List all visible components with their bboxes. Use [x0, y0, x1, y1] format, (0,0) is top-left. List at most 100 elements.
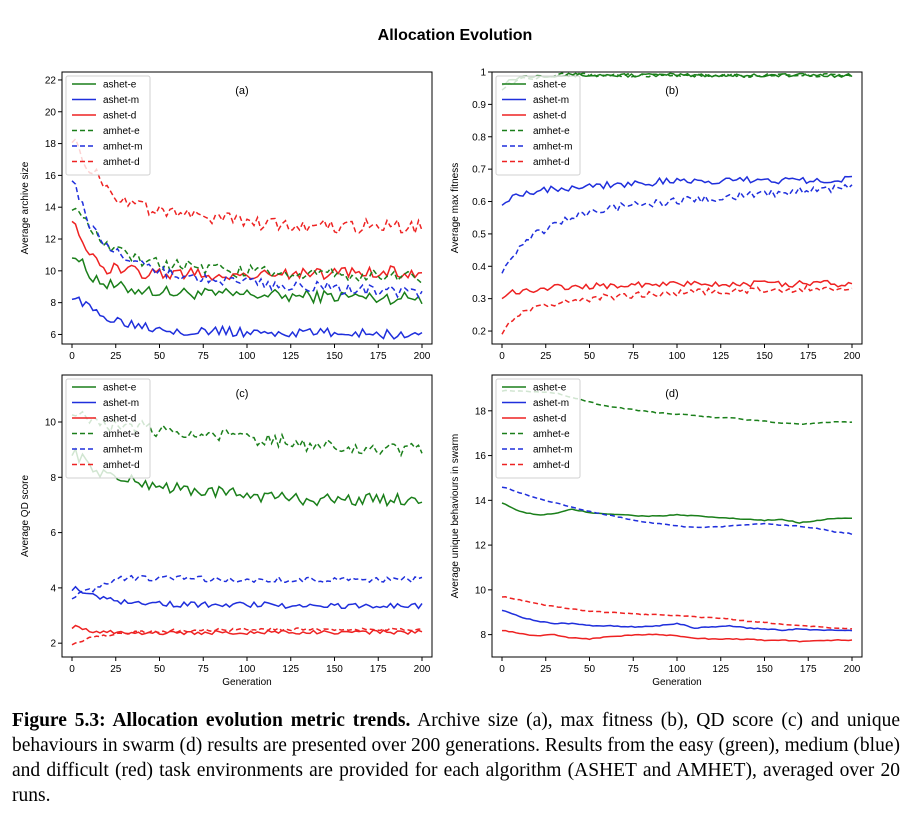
legend-label-amhet-e: amhet-e [103, 429, 140, 440]
legend-label-ashet-e: ashet-e [103, 80, 137, 91]
x-tick-label: 125 [282, 664, 299, 675]
y-tick-label: 18 [475, 406, 487, 417]
series-line-amhet-e [71, 207, 423, 285]
series-line-ashet-m [501, 175, 853, 206]
y-tick-label: 0.5 [472, 229, 486, 240]
y-tick-label: 0.6 [472, 197, 486, 208]
y-tick-label: 8 [480, 630, 486, 641]
legend-label-amhet-m: amhet-m [533, 142, 572, 153]
y-tick-label: 0.3 [472, 294, 486, 305]
x-tick-label: 150 [326, 351, 343, 362]
y-tick-label: 18 [45, 139, 57, 150]
legend-label-ashet-e: ashet-e [103, 383, 137, 394]
y-tick-label: 8 [50, 473, 56, 484]
series-line-ashet-d [501, 279, 853, 300]
panel-tag: (d) [665, 388, 678, 400]
x-tick-label: 175 [370, 351, 387, 362]
x-tick-label: 75 [628, 351, 640, 362]
y-tick-label: 22 [45, 75, 57, 86]
y-tick-label: 2 [50, 639, 56, 650]
x-tick-label: 25 [540, 351, 552, 362]
x-tick-label: 50 [584, 351, 596, 362]
x-tick-label: 100 [239, 664, 256, 675]
legend-label-amhet-m: amhet-m [103, 142, 142, 153]
legend: ashet-e ashet-m ashet-d amhet-e amhet-m amhet… [495, 75, 581, 176]
legend-label-ashet-m: ashet-m [103, 95, 139, 106]
legend-label-ashet-m: ashet-m [533, 398, 569, 409]
series-line-ashet-m [71, 296, 423, 340]
y-tick-label: 14 [475, 496, 487, 507]
series-line-amhet-d [501, 284, 853, 335]
x-tick-label: 125 [712, 664, 729, 675]
series-line-amhet-e [501, 72, 853, 91]
legend-label-ashet-d: ashet-d [103, 414, 136, 425]
legend-label-amhet-e: amhet-e [533, 126, 570, 137]
legend-label-ashet-m: ashet-m [103, 398, 139, 409]
series-line-ashet-e [71, 257, 423, 306]
x-tick-label: 150 [326, 664, 343, 675]
x-tick-label: 50 [154, 351, 166, 362]
chart-panel-3: 0 25 50 75 100 125 150 175 200 8 10 12 14 16 18 Average… [450, 374, 863, 688]
legend-label-amhet-d: amhet-d [103, 460, 140, 471]
panel-tag: (b) [665, 85, 678, 97]
legend-box [65, 75, 151, 176]
y-axis-label: Average max fitness [450, 163, 461, 253]
y-tick-label: 0.7 [472, 165, 486, 176]
y-tick-label: 16 [45, 171, 57, 182]
x-tick-label: 175 [800, 351, 817, 362]
x-tick-label: 0 [69, 351, 75, 362]
x-tick-label: 100 [239, 351, 256, 362]
y-tick-label: 0.9 [472, 100, 486, 111]
y-axis-label: Average unique behaviours in swarm [450, 434, 461, 598]
x-tick-label: 50 [584, 664, 596, 675]
x-tick-label: 0 [499, 351, 505, 362]
legend-label-amhet-d: amhet-d [103, 157, 140, 168]
x-tick-label: 0 [69, 664, 75, 675]
x-tick-label: 75 [198, 351, 210, 362]
series-line-amhet-m [501, 486, 853, 536]
chart-panel-0: 0 25 50 75 100 125 150 175 200 6 8 10 12 14 16 18 20 22 Av… [20, 71, 433, 362]
legend-label-amhet-d: amhet-d [533, 157, 570, 168]
legend-label-ashet-d: ashet-d [533, 414, 566, 425]
series-line-ashet-e [501, 502, 852, 524]
legend-label-ashet-e: ashet-e [533, 80, 567, 91]
legend-label-ashet-d: ashet-d [103, 111, 136, 122]
panel-tag: (a) [235, 85, 248, 97]
figure-canvas: Allocation Evolution 0 25 50 75 100 125 150 175… [20, 27, 863, 688]
series-line-amhet-d [71, 137, 423, 236]
x-tick-label: 175 [800, 664, 817, 675]
legend: ashet-e ashet-m ashet-d amhet-e amhet-m amhet… [65, 75, 151, 176]
x-tick-label: 25 [540, 664, 552, 675]
series-line-ashet-m [501, 609, 853, 632]
series-line-amhet-m [501, 183, 853, 274]
series-line-ashet-m [71, 585, 423, 610]
series-line-ashet-d [502, 629, 853, 643]
series-line-amhet-d [501, 596, 853, 630]
y-tick-label: 10 [475, 585, 487, 596]
y-axis-label: Average archive size [20, 161, 31, 254]
caption-lead: Figure 5.3: Allocation evolution metric … [12, 710, 411, 731]
x-tick-label: 175 [370, 664, 387, 675]
y-tick-label: 6 [50, 528, 56, 539]
y-tick-label: 8 [50, 298, 56, 309]
legend: ashet-e ashet-m ashet-d amhet-e amhet-m amhet… [65, 378, 151, 479]
legend-box [495, 378, 581, 479]
legend-label-amhet-m: amhet-m [533, 445, 572, 456]
y-tick-label: 0.4 [472, 262, 486, 273]
legend-label-amhet-e: amhet-e [533, 429, 570, 440]
x-tick-label: 75 [198, 664, 210, 675]
series-line-ashet-d [71, 220, 423, 281]
legend: ashet-e ashet-m ashet-d amhet-e amhet-m amhet… [495, 378, 581, 479]
x-tick-label: 200 [844, 351, 861, 362]
legend-label-amhet-m: amhet-m [103, 445, 142, 456]
legend-label-ashet-m: ashet-m [533, 95, 569, 106]
y-tick-label: 12 [45, 235, 57, 246]
x-axis-label: Generation [222, 677, 271, 688]
x-tick-label: 125 [282, 351, 299, 362]
x-tick-label: 200 [414, 351, 431, 362]
chart-panel-2: 0 25 50 75 100 125 150 175 200 2 4 6 8 10 Average QD s… [20, 374, 433, 688]
caption-body: Archive size (a), max fitness (b), QD sc… [12, 710, 900, 806]
y-tick-label: 0.2 [472, 327, 486, 338]
x-tick-label: 150 [756, 351, 773, 362]
legend-label-ashet-d: ashet-d [533, 111, 566, 122]
